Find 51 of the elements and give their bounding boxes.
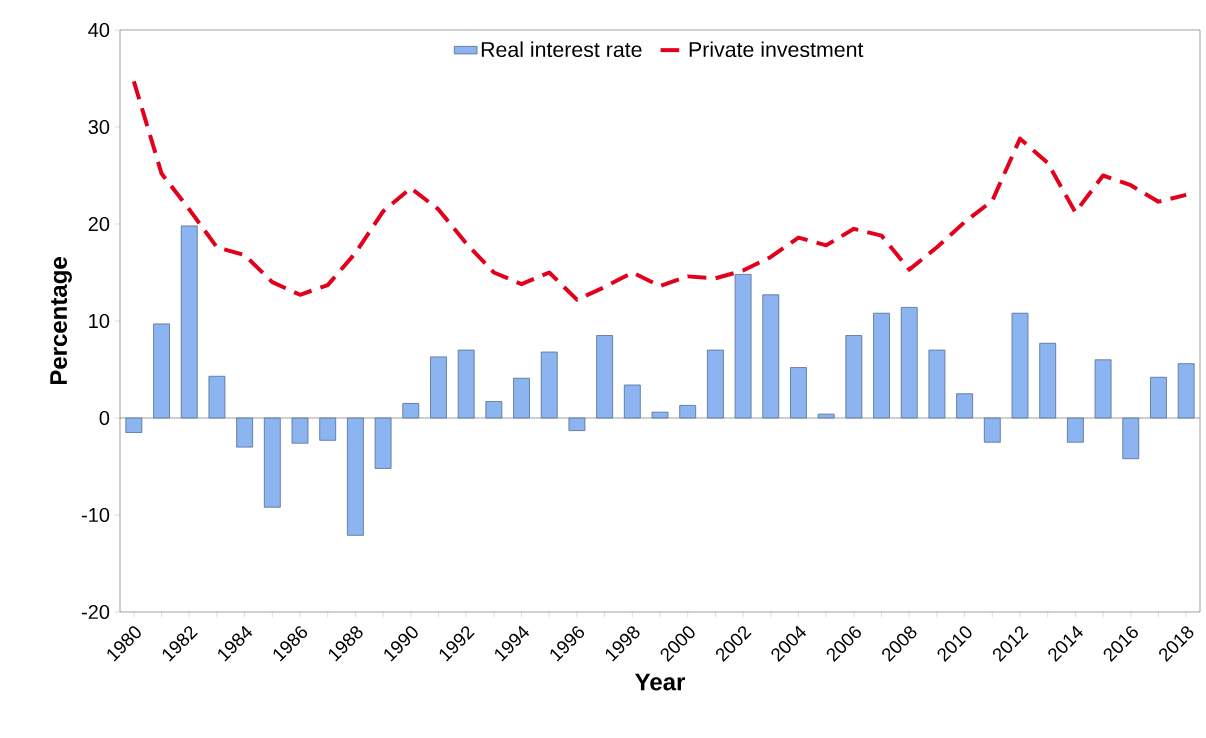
bar — [263, 417, 281, 508]
bar — [651, 411, 669, 419]
bar — [513, 377, 530, 419]
bar — [1122, 417, 1140, 460]
bar — [928, 349, 946, 419]
y-tick-label: 30 — [88, 119, 110, 135]
y-tick-label: 40 — [88, 22, 110, 38]
bar — [457, 349, 475, 419]
legend-label: Private investment — [689, 41, 864, 58]
bar — [623, 384, 641, 419]
bar — [402, 403, 420, 419]
bar — [900, 307, 918, 419]
bar — [346, 417, 364, 536]
bar — [1150, 376, 1167, 419]
bar — [845, 335, 863, 419]
bar — [540, 351, 558, 419]
legend-label: Real interest rate — [481, 41, 642, 58]
bar — [153, 323, 170, 419]
bar — [706, 349, 724, 419]
bar — [1177, 363, 1195, 419]
bar — [485, 401, 503, 419]
bar — [734, 274, 752, 419]
bar — [762, 294, 780, 419]
bar — [679, 404, 697, 419]
y-axis-title: Percentage — [50, 257, 72, 385]
bar — [817, 413, 835, 419]
bar — [956, 393, 974, 419]
y-tick-label: 10 — [89, 313, 110, 329]
bar — [1039, 342, 1057, 419]
bar — [319, 417, 337, 441]
bar — [1011, 312, 1029, 419]
bar — [568, 417, 586, 431]
bar — [236, 417, 254, 448]
x-axis-title: Year — [635, 673, 685, 691]
bar — [208, 375, 226, 419]
y-tick-label: 20 — [88, 216, 110, 232]
bar — [374, 417, 392, 469]
bar — [790, 367, 807, 419]
y-tick-label: -20 — [81, 604, 110, 620]
bar — [430, 356, 447, 419]
bar — [983, 417, 1001, 443]
bar — [125, 417, 143, 433]
line-series — [131, 79, 1189, 302]
bar — [180, 225, 198, 419]
bar — [1066, 417, 1084, 443]
bar — [1094, 359, 1112, 419]
y-tick-label: 0 — [99, 410, 110, 426]
bar — [873, 312, 890, 419]
y-tick-label: -10 — [81, 507, 110, 523]
bar — [596, 335, 614, 419]
bar — [291, 417, 309, 444]
